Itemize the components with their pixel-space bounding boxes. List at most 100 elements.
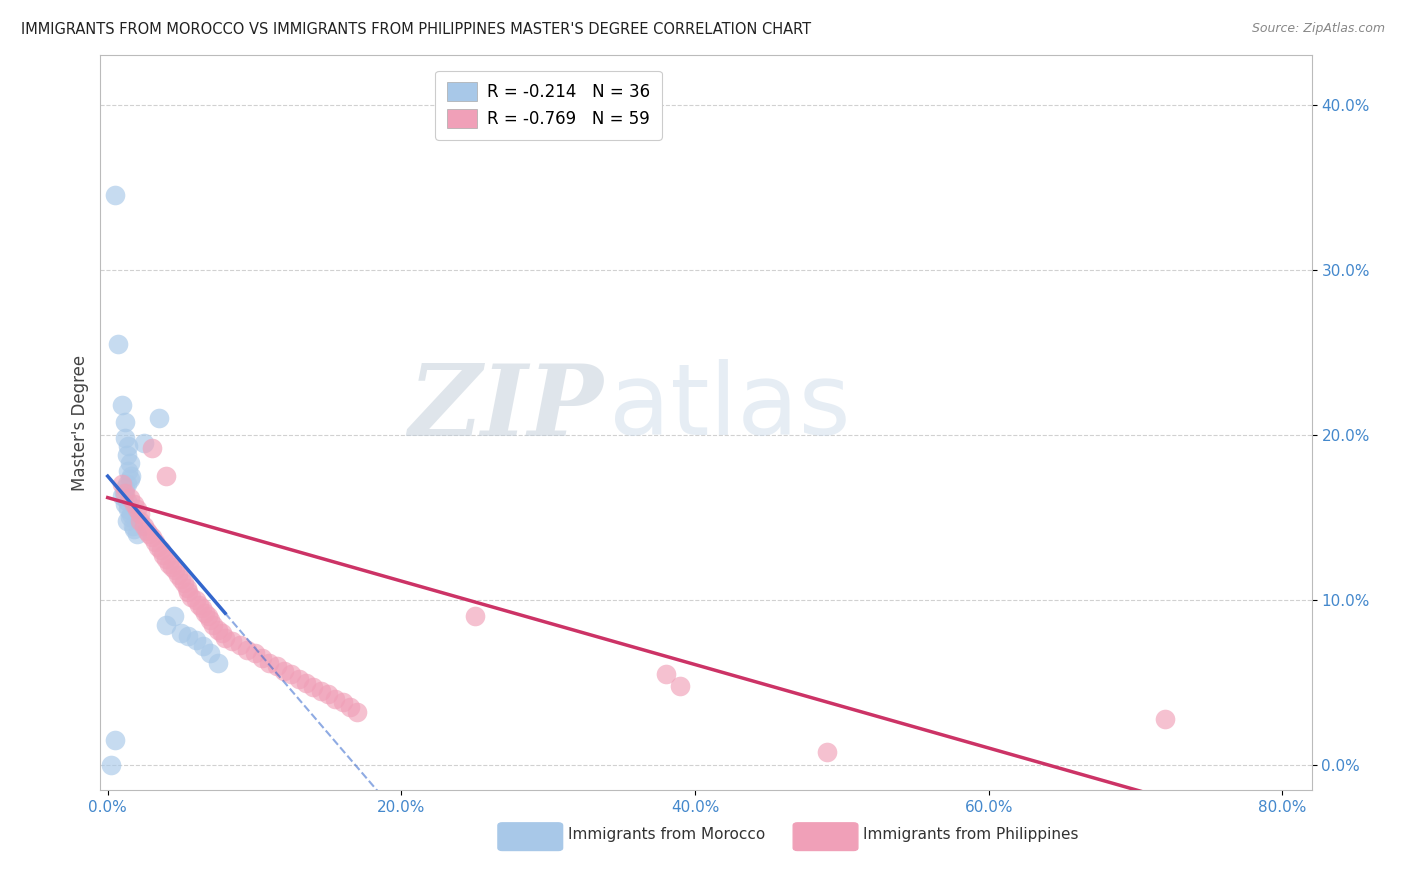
Point: [138, 527, 160, 541]
Point: [170, 626, 193, 640]
Point: [280, 667, 302, 681]
Point: [287, 672, 309, 686]
Point: [134, 436, 156, 450]
Point: [194, 606, 217, 620]
Point: [190, 601, 212, 615]
Point: [118, 472, 141, 486]
Point: [117, 439, 139, 453]
Point: [200, 613, 222, 627]
Point: [669, 679, 692, 693]
Point: [117, 464, 139, 478]
Point: [815, 745, 838, 759]
Point: [316, 687, 339, 701]
Point: [143, 535, 166, 549]
Point: [115, 494, 138, 508]
Point: [134, 518, 156, 533]
Point: [136, 524, 159, 538]
Point: [118, 491, 141, 505]
Point: [257, 656, 280, 670]
Point: [250, 650, 273, 665]
Point: [180, 590, 202, 604]
Point: [107, 337, 129, 351]
Point: [162, 560, 184, 574]
Point: [114, 431, 136, 445]
Point: [122, 522, 145, 536]
Point: [114, 415, 136, 429]
Point: [125, 527, 148, 541]
Point: [176, 582, 198, 596]
Point: [177, 584, 200, 599]
Text: ZIP: ZIP: [408, 359, 603, 456]
Point: [112, 485, 135, 500]
Point: [202, 617, 225, 632]
Point: [191, 639, 214, 653]
Point: [152, 549, 174, 563]
Point: [207, 623, 229, 637]
Point: [309, 683, 332, 698]
Point: [170, 572, 193, 586]
Point: [184, 593, 207, 607]
Text: atlas: atlas: [609, 359, 851, 457]
Point: [129, 507, 152, 521]
Point: [120, 469, 142, 483]
Point: [114, 485, 136, 500]
Point: [114, 497, 136, 511]
Point: [229, 638, 252, 652]
Point: [197, 609, 219, 624]
Text: Immigrants from Philippines: Immigrants from Philippines: [863, 827, 1078, 842]
Point: [177, 629, 200, 643]
Point: [332, 695, 354, 709]
Point: [155, 617, 177, 632]
Text: Source: ZipAtlas.com: Source: ZipAtlas.com: [1251, 22, 1385, 36]
Point: [654, 667, 676, 681]
Point: [148, 411, 170, 425]
Point: [163, 609, 186, 624]
Point: [295, 675, 318, 690]
Point: [118, 456, 141, 470]
Point: [266, 659, 288, 673]
Y-axis label: Master's Degree: Master's Degree: [72, 354, 89, 491]
Point: [236, 642, 259, 657]
Point: [173, 576, 195, 591]
Point: [141, 441, 163, 455]
Point: [120, 507, 142, 521]
Point: [1153, 712, 1175, 726]
Point: [141, 530, 163, 544]
Point: [122, 497, 145, 511]
Point: [104, 733, 127, 747]
Point: [243, 646, 266, 660]
Point: [339, 700, 361, 714]
Point: [167, 568, 190, 582]
Point: [187, 598, 209, 612]
Point: [464, 609, 486, 624]
Point: [121, 518, 143, 533]
Point: [149, 543, 172, 558]
Point: [111, 398, 134, 412]
Point: [214, 631, 236, 645]
Text: Immigrants from Morocco: Immigrants from Morocco: [568, 827, 765, 842]
Point: [221, 634, 243, 648]
Point: [125, 502, 148, 516]
Point: [184, 632, 207, 647]
Point: [323, 692, 346, 706]
Point: [118, 510, 141, 524]
Legend: R = -0.214   N = 36, R = -0.769   N = 59: R = -0.214 N = 36, R = -0.769 N = 59: [436, 70, 662, 140]
Point: [115, 477, 138, 491]
Point: [346, 705, 368, 719]
Point: [207, 656, 229, 670]
Point: [115, 448, 138, 462]
Point: [165, 563, 187, 577]
Point: [129, 514, 152, 528]
Point: [211, 626, 233, 640]
Point: [146, 540, 169, 554]
Point: [273, 664, 295, 678]
Point: [155, 551, 177, 566]
Point: [155, 469, 177, 483]
Point: [111, 489, 134, 503]
Point: [114, 481, 136, 495]
Point: [302, 681, 325, 695]
Point: [157, 557, 180, 571]
Point: [115, 514, 138, 528]
Point: [200, 646, 222, 660]
Point: [100, 758, 122, 772]
